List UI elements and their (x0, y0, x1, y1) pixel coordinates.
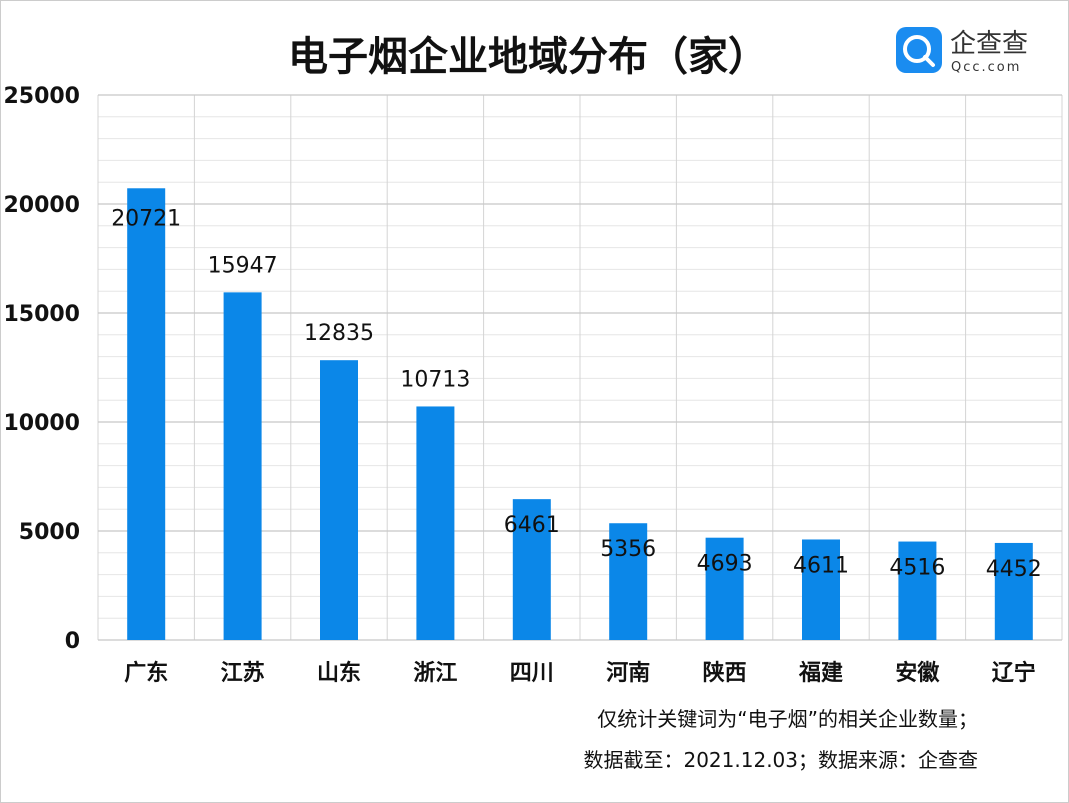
x-category-label: 广东 (124, 660, 168, 686)
data-label: 12835 (304, 321, 374, 346)
bar (994, 542, 1033, 640)
y-tick-label: 10000 (3, 411, 80, 436)
data-label: 20721 (111, 206, 181, 231)
y-tick-label: 5000 (19, 520, 80, 545)
x-category-label: 辽宁 (992, 660, 1036, 686)
x-axis-category-labels: 广东 江苏 山东 浙江 四川 河南 陕西 福建 安徽 辽宁 (124, 660, 1036, 686)
note-line-2: 数据截至：2021.12.03；数据来源：企查查 (583, 748, 978, 772)
data-labels: 20721 15947 12835 10713 6461 5356 4693 4611 4516… (111, 206, 1042, 582)
data-label: 15947 (208, 253, 278, 278)
data-label: 4693 (697, 552, 753, 577)
x-category-label: 山东 (317, 660, 361, 686)
bar (898, 541, 937, 640)
x-category-label: 浙江 (413, 661, 457, 686)
bar (320, 360, 358, 640)
bar (512, 499, 551, 640)
vertical-gridlines (97, 95, 1063, 640)
y-tick-label: 15000 (3, 302, 80, 327)
x-category-label: 安徽 (895, 660, 940, 686)
logo-magnifier-icon (903, 35, 931, 63)
data-label: 4611 (793, 553, 849, 578)
y-tick-label: 20000 (3, 193, 80, 218)
y-tick-label: 25000 (3, 84, 80, 109)
data-label: 10713 (400, 367, 470, 392)
bar (705, 537, 744, 640)
data-label: 4516 (889, 556, 945, 581)
x-category-label: 江苏 (221, 660, 265, 686)
bar (127, 188, 166, 640)
y-tick-label: 0 (65, 629, 80, 654)
x-category-label: 福建 (798, 661, 843, 686)
chart-title: 电子烟企业地域分布（家） (288, 34, 768, 80)
data-label: 4452 (986, 557, 1042, 582)
x-category-label: 四川 (510, 661, 554, 686)
logo-badge-icon (896, 27, 942, 73)
x-category-label: 陕西 (703, 661, 747, 686)
bar (802, 539, 840, 640)
data-label: 5356 (600, 537, 656, 562)
bar (223, 292, 262, 640)
bars (127, 188, 1033, 640)
logo: 企查查 Qcc.com (896, 27, 1028, 75)
logo-name: 企查查 (950, 29, 1028, 59)
logo-domain: Qcc.com (951, 60, 1021, 75)
note-line-1: 仅统计关键词为“电子烟”的相关企业数量； (597, 707, 978, 731)
x-category-label: 河南 (606, 661, 650, 686)
data-label: 6461 (504, 513, 560, 538)
y-axis-tick-labels: 0 5000 10000 15000 20000 25000 (3, 84, 80, 654)
bar (609, 523, 648, 640)
bar (416, 406, 455, 640)
